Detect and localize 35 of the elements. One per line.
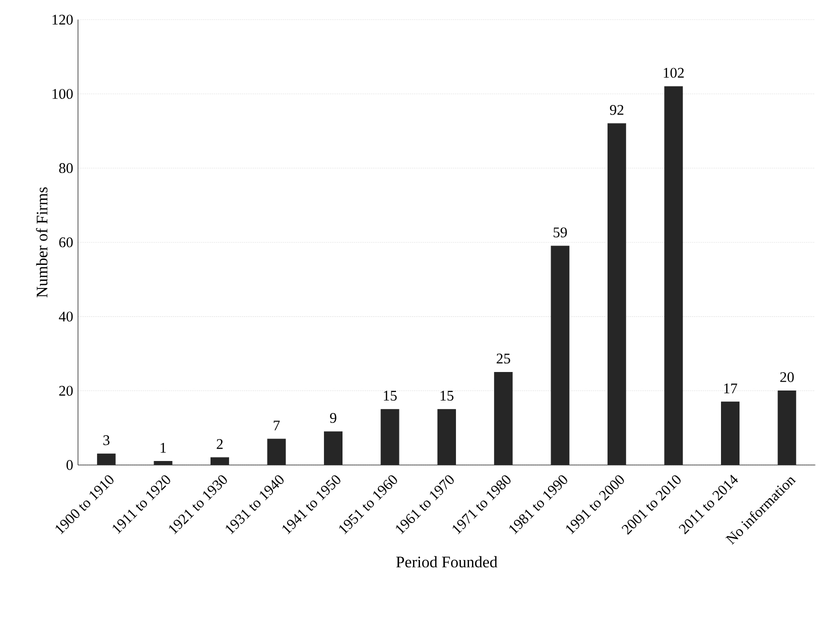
bar bbox=[550, 246, 570, 465]
bar bbox=[720, 402, 740, 465]
data-label: 59 bbox=[554, 227, 567, 238]
data-label: 25 bbox=[496, 354, 510, 364]
data-label: 102 bbox=[664, 68, 684, 78]
y-axis-title: Number of Firms bbox=[36, 187, 48, 298]
data-label: 7 bbox=[274, 420, 280, 430]
x-axis-title: Period Founded bbox=[396, 556, 498, 568]
bar bbox=[154, 461, 172, 465]
bar bbox=[494, 372, 513, 465]
y-tick-label: 40 bbox=[58, 312, 73, 322]
y-tick-label: 0 bbox=[66, 460, 73, 470]
y-tick-label: 100 bbox=[52, 88, 73, 99]
y-tick-label: 120 bbox=[52, 14, 73, 25]
y-tick-label: 80 bbox=[59, 163, 73, 174]
bar bbox=[608, 123, 626, 465]
data-label: 1 bbox=[160, 442, 166, 453]
data-label: 3 bbox=[103, 435, 110, 446]
bar bbox=[778, 390, 796, 465]
data-label: 15 bbox=[440, 390, 454, 401]
bar bbox=[210, 457, 230, 465]
bar bbox=[380, 409, 400, 465]
data-label: 15 bbox=[384, 390, 397, 401]
data-label: 92 bbox=[610, 105, 624, 115]
bar bbox=[97, 454, 116, 465]
y-tick-label: 60 bbox=[59, 237, 73, 248]
bar bbox=[267, 438, 286, 465]
y-tick-label: 20 bbox=[59, 386, 73, 396]
data-label: 20 bbox=[780, 372, 794, 382]
data-label: 17 bbox=[724, 384, 738, 394]
bar bbox=[664, 86, 683, 465]
bar bbox=[324, 431, 342, 465]
bar bbox=[437, 409, 456, 465]
data-label: 9 bbox=[330, 413, 336, 423]
data-label: 2 bbox=[216, 439, 223, 449]
